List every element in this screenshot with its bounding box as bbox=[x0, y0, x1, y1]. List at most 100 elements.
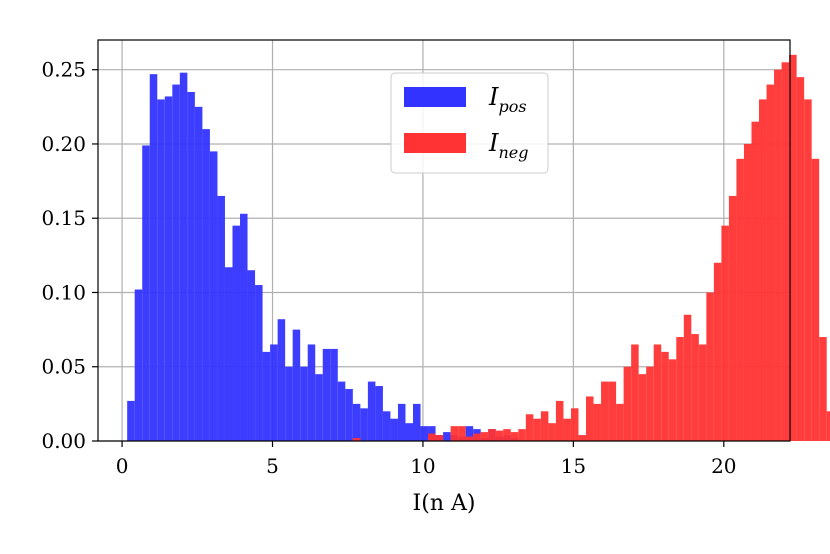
bar-pos bbox=[420, 426, 429, 441]
legend-main-ineg: I bbox=[488, 129, 499, 157]
y-tick-label: 0.10 bbox=[41, 280, 86, 304]
y-tick-label: 0.15 bbox=[41, 206, 86, 230]
bar-neg bbox=[601, 381, 609, 441]
bar-pos bbox=[209, 151, 218, 441]
bar-neg bbox=[653, 344, 662, 441]
bar-neg bbox=[706, 292, 714, 441]
bar-pos bbox=[352, 403, 361, 441]
bar-pos bbox=[292, 329, 301, 441]
bar-pos bbox=[172, 84, 180, 442]
y-tick-label: 0.20 bbox=[41, 132, 86, 156]
bar-neg bbox=[698, 344, 707, 441]
bar-pos bbox=[375, 386, 383, 441]
y-tick-label: 0.25 bbox=[41, 58, 86, 82]
bar-neg bbox=[593, 403, 602, 441]
bar-neg bbox=[533, 418, 541, 441]
bar-neg bbox=[743, 143, 752, 442]
bar-pos bbox=[465, 426, 474, 441]
legend-swatch-ineg bbox=[404, 133, 466, 153]
bar-neg bbox=[570, 408, 579, 441]
bar-neg bbox=[495, 430, 504, 441]
bar-pos bbox=[315, 374, 323, 441]
bar-pos bbox=[413, 403, 421, 441]
bar-neg bbox=[766, 84, 775, 442]
bar-neg bbox=[578, 435, 587, 441]
series-neg-bars bbox=[352, 54, 830, 442]
bar-neg bbox=[751, 121, 760, 442]
bar-pos bbox=[345, 389, 353, 441]
bar-neg bbox=[819, 337, 827, 441]
bar-neg bbox=[781, 62, 790, 442]
legend-sub-ipos: pos bbox=[498, 97, 526, 116]
bar-neg bbox=[728, 195, 737, 441]
bar-neg bbox=[623, 366, 632, 441]
legend-swatch-ipos bbox=[404, 87, 466, 107]
bar-neg bbox=[428, 433, 436, 441]
bar-neg bbox=[631, 344, 639, 441]
bar-pos bbox=[202, 129, 210, 441]
bar-neg bbox=[525, 414, 534, 441]
x-tick-label: 10 bbox=[410, 454, 435, 478]
bar-pos bbox=[255, 285, 263, 441]
legend-main-ipos: I bbox=[488, 83, 499, 111]
bar-pos bbox=[232, 225, 241, 441]
bar-neg bbox=[473, 433, 481, 441]
bar-pos bbox=[322, 348, 331, 441]
bar-pos bbox=[300, 366, 308, 441]
x-tick-label: 5 bbox=[266, 454, 279, 478]
bar-pos bbox=[270, 344, 278, 441]
bar-pos bbox=[134, 289, 143, 441]
bar-pos bbox=[194, 106, 203, 441]
bar-pos bbox=[224, 267, 233, 441]
y-tick-label: 0.05 bbox=[41, 355, 86, 379]
bar-neg bbox=[465, 436, 474, 441]
legend-label-ineg: Ineg bbox=[488, 129, 529, 162]
bar-neg bbox=[826, 411, 830, 441]
bar-pos bbox=[277, 319, 286, 441]
y-tick-label: 0.00 bbox=[41, 429, 86, 453]
bar-neg bbox=[518, 429, 526, 441]
bar-neg bbox=[721, 225, 729, 441]
bar-pos bbox=[330, 348, 338, 441]
axis-ticks: 0 5 10 15 20 0.00 0.05 0.10 0.15 0.20 0.25 bbox=[41, 58, 736, 478]
bar-pos bbox=[405, 423, 414, 441]
bar-pos bbox=[149, 74, 158, 442]
bar-neg bbox=[458, 426, 466, 441]
bar-pos bbox=[443, 432, 451, 441]
bar-neg bbox=[736, 158, 744, 441]
bar-neg bbox=[811, 158, 820, 441]
legend-label-ipos: Ipos bbox=[488, 83, 527, 116]
x-tick-label: 0 bbox=[116, 454, 129, 478]
legend-sub-ineg: neg bbox=[498, 143, 528, 162]
bar-neg bbox=[804, 99, 812, 441]
bar-neg bbox=[586, 396, 594, 441]
bar-pos bbox=[382, 411, 391, 441]
bar-neg bbox=[691, 334, 699, 441]
bar-neg bbox=[540, 411, 549, 441]
bar-pos bbox=[262, 351, 271, 441]
bar-pos bbox=[360, 408, 368, 441]
bar-neg bbox=[638, 374, 647, 441]
bar-neg bbox=[676, 337, 684, 441]
histogram-bars bbox=[127, 54, 830, 442]
bar-neg bbox=[435, 435, 444, 441]
series-pos-bars bbox=[127, 72, 519, 442]
bar-neg bbox=[796, 77, 805, 441]
bar-neg bbox=[774, 69, 782, 441]
bar-pos bbox=[164, 96, 173, 441]
bar-neg bbox=[661, 351, 669, 441]
bar-neg bbox=[488, 429, 496, 441]
bar-neg bbox=[548, 423, 556, 441]
bar-neg bbox=[616, 403, 624, 441]
bar-neg bbox=[646, 366, 654, 441]
bar-neg bbox=[668, 359, 677, 441]
bar-neg bbox=[683, 314, 692, 441]
bar-neg bbox=[503, 429, 511, 441]
bar-neg bbox=[352, 438, 361, 441]
x-axis-label: I(n A) bbox=[413, 491, 476, 516]
bar-neg bbox=[759, 99, 767, 441]
bar-neg bbox=[789, 54, 797, 441]
bar-pos bbox=[179, 72, 188, 441]
bar-pos bbox=[397, 403, 406, 441]
